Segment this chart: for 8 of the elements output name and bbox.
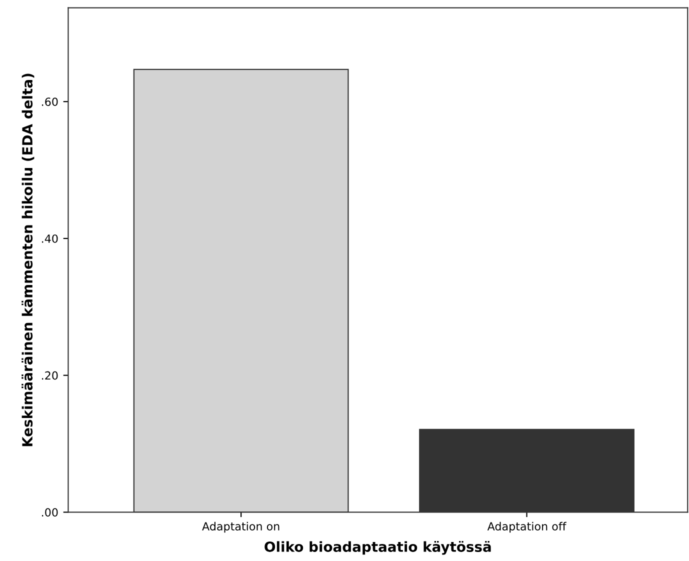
y-tick-label: .60 [42, 98, 58, 106]
x-tick-label: Adaptation on [202, 522, 280, 533]
y-axis-title: Keskimääräinen kämmenten hikoilu (EDA delta) [22, 74, 34, 446]
y-tick-label: .20 [42, 371, 58, 380]
x-tick-label: Adaptation off [487, 522, 566, 533]
x-axis-title: Oliko bioadaptaatio käytössä [264, 541, 491, 555]
y-tick-label: .00 [42, 508, 58, 517]
y-tick-label: .40 [42, 234, 58, 243]
